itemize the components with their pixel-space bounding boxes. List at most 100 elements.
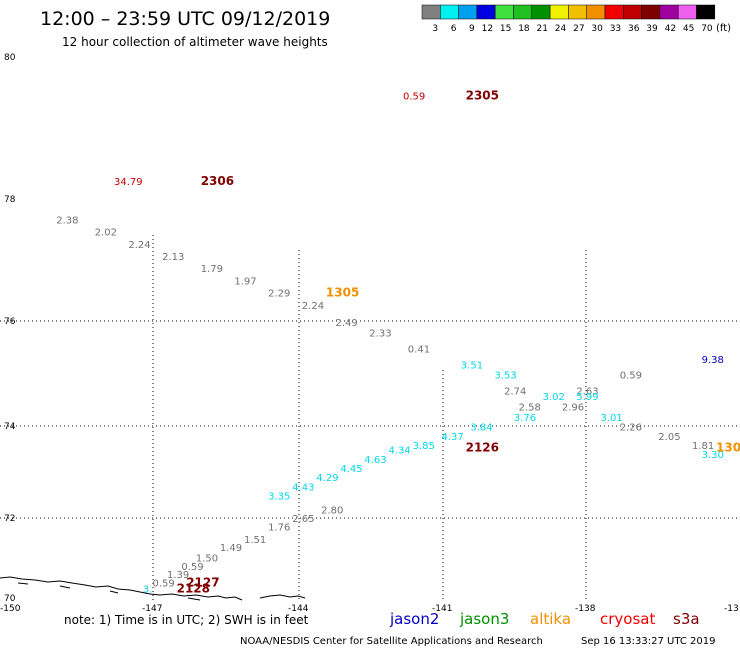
swh-value-cyan: 4.29: [316, 473, 338, 484]
graticule: [0, 235, 740, 600]
legend-swatch-27: [568, 4, 587, 20]
pass-time-tag: 2128: [177, 582, 210, 596]
map-subtitle: 12 hour collection of altimeter wave hei…: [62, 35, 328, 49]
lat-label-70: 70: [4, 594, 16, 604]
lat-label-80: 80: [4, 53, 16, 63]
footer-timestamp: Sep 16 13:33:27 UTC 2019: [581, 636, 715, 647]
swh-value-gray: 2.58: [519, 402, 541, 413]
swh-value-gray: 0.41: [408, 345, 430, 356]
swh-value-gray: 2.26: [620, 423, 642, 434]
swh-value-cyan: 3.02: [543, 392, 565, 403]
legend-swatch-18: [513, 4, 533, 20]
lon-label-144: -144: [288, 604, 309, 614]
swh-value-cyan: 3.76: [514, 413, 536, 424]
legend-label-33: 33: [610, 24, 621, 34]
pass-time-tag: 2127: [186, 576, 219, 590]
legend-label-27: 27: [573, 24, 584, 34]
swh-value-red: 34.79: [114, 177, 143, 188]
legend-altika: altika: [530, 610, 571, 628]
coastline: [0, 576, 306, 601]
legend-swatch-6: [440, 4, 459, 20]
swh-value-gray: 2.65: [292, 514, 314, 525]
legend-swatch-70: [696, 4, 716, 20]
swh-value-gray: 1.51: [244, 535, 266, 546]
legend-label-36: 36: [628, 24, 640, 34]
legend-label-30: 30: [591, 24, 603, 34]
legend-label-15: 15: [500, 24, 511, 34]
lon-label-147: -147: [142, 604, 162, 614]
swh-value-cyan: 3.01: [601, 413, 623, 424]
swh-value-gray: 1.79: [201, 264, 223, 275]
lon-label-135: -13: [724, 604, 739, 614]
swh-value-gray: 2.74: [504, 387, 526, 398]
legend-label-21: 21: [536, 24, 547, 34]
legend-swatch-42: [659, 4, 679, 20]
swh-value-cyan: 4.63: [364, 455, 386, 466]
swh-value-gray: 2.29: [268, 289, 290, 300]
legend-label-18: 18: [518, 24, 530, 34]
swh-value-cyan: 3.51: [461, 360, 483, 371]
legend-cryosat: cryosat: [600, 610, 655, 628]
swh-value-gray: 2.49: [336, 318, 358, 329]
swh-value-gray: 2.80: [321, 505, 343, 516]
swh-value-cyan: 3.35: [268, 492, 290, 503]
swh-value-gray: 1.97: [234, 276, 256, 287]
swh-value-cyan: 3.84: [470, 423, 492, 434]
pass-time-tag: 1305: [326, 286, 359, 300]
footer-credit: NOAA/NESDIS Center for Satellite Applica…: [240, 636, 543, 647]
legend-s3a: s3a: [673, 610, 700, 628]
swh-value-gray: 2.63: [576, 387, 598, 398]
legend-jason3: jason3: [459, 610, 509, 628]
lat-label-76: 76: [4, 317, 16, 327]
legend-swatch-21: [531, 4, 551, 20]
swh-value-cyan: 3.: [143, 585, 153, 596]
legend-swatch-15: [494, 4, 514, 20]
swh-value-gray: 2.05: [658, 432, 680, 443]
legend-label-24: 24: [555, 24, 567, 34]
swh-value-cyan: 4.34: [389, 446, 411, 457]
swh-value-cyan: 4.37: [442, 432, 464, 443]
swh-value-gray: 2.38: [56, 215, 78, 226]
swh-value-gray: 2.02: [95, 228, 117, 239]
swh-legend: 3 6 9 12 15 18 21 24 27 30 33 36 39 42 45 70: [421, 4, 716, 34]
legend-swatch-45: [677, 4, 697, 20]
pass-time-tag: 2306: [201, 174, 234, 188]
swh-value-cyan: 4.43: [292, 482, 314, 493]
lat-label-74: 74: [4, 422, 16, 432]
swh-value-red: 0.59: [403, 92, 425, 103]
lon-label-138: -138: [575, 604, 596, 614]
swh-value-cyan: 3.85: [413, 441, 435, 452]
footer-note: note: 1) Time is in UTC; 2) SWH is in fe…: [64, 613, 309, 627]
legend-label-9: 9: [469, 24, 475, 34]
swh-value-cyan: 5.99: [576, 392, 598, 403]
legend-label-39: 39: [646, 24, 658, 34]
lat-label-78: 78: [4, 195, 16, 205]
pass-time-tag: 2305: [466, 89, 499, 103]
lat-label-72: 72: [4, 514, 15, 524]
lon-label-150: -150: [0, 604, 21, 614]
swh-value-gray: 0.59: [153, 579, 175, 590]
legend-label-45: 45: [683, 24, 694, 34]
map-title: 12:00 – 23:59 UTC 09/12/2019: [40, 8, 330, 30]
swh-value-gray: 2.13: [162, 252, 184, 263]
swh-value-gray: 2.24: [302, 301, 324, 312]
swh-value-blue: 9.38: [702, 355, 724, 366]
swh-value-cyan: 3.30: [702, 450, 724, 461]
swh-value-cyan: 4.45: [340, 464, 362, 475]
legend-label-12: 12: [482, 24, 493, 34]
legend-jason2: jason2: [389, 610, 439, 628]
swh-value-gray: 2.96: [562, 402, 584, 413]
swh-value-gray: 1.50: [196, 554, 218, 565]
swh-value-cyan: 3.53: [495, 371, 517, 382]
pass-time-tag: 2126: [466, 440, 499, 454]
swh-value-gray: 1.76: [268, 522, 290, 533]
swh-value-gray: 2.33: [369, 329, 391, 340]
swh-value-gray: 0.59: [181, 562, 203, 573]
swh-value-gray: 1.39: [167, 570, 189, 581]
pass-time-tag: 1304: [716, 440, 740, 454]
lon-label-141: -141: [432, 604, 452, 614]
legend-swatch-24: [549, 4, 569, 20]
swh-value-gray: 0.59: [620, 371, 642, 382]
legend-swatch-30: [586, 4, 606, 20]
